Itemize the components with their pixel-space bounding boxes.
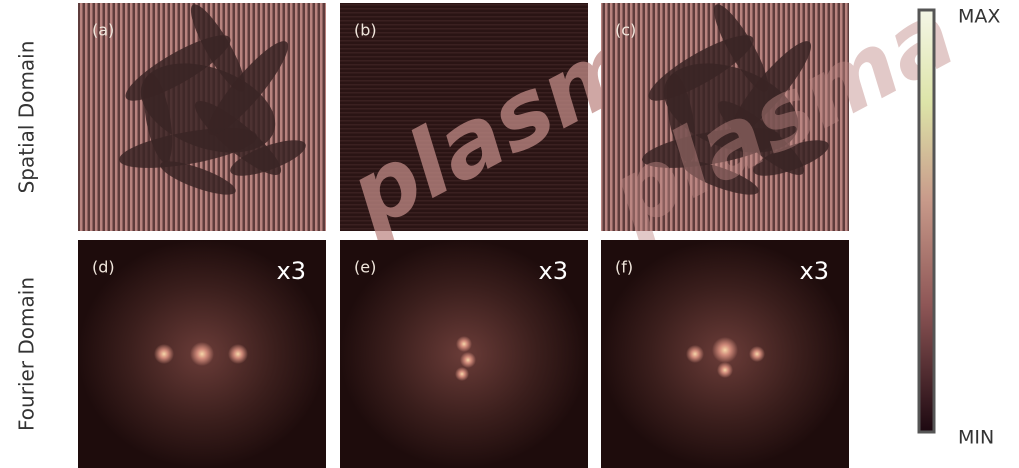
scale-label: x3: [539, 257, 568, 285]
colorbar: [919, 10, 934, 432]
colorbar-max: MAX: [958, 6, 1000, 28]
frequency-peak: [712, 337, 738, 363]
panel-label: (b): [354, 21, 377, 40]
colorbar-min: MIN: [958, 427, 994, 449]
panel: plasma(c): [592, 0, 972, 250]
frequency-peak: [749, 346, 765, 362]
figure: Spatial Domain(a)plasma(b)plasma(c)Fouri…: [0, 0, 1019, 468]
panel: x3 (e): [340, 240, 588, 468]
scale-label: x3: [800, 257, 829, 285]
row-label: Spatial Domain: [15, 41, 39, 194]
frequency-peak: [455, 367, 469, 381]
panel-label: (f): [615, 258, 633, 277]
panel: x3 (d): [78, 240, 326, 468]
panel-label: (c): [615, 21, 636, 40]
panel-label: (a): [92, 21, 114, 40]
frequency-peak: [228, 344, 248, 364]
row-label: Fourier Domain: [15, 277, 39, 431]
panel: (a): [78, 0, 326, 231]
frequency-peak: [190, 342, 214, 366]
panel-label: (e): [354, 258, 376, 277]
frequency-peak: [154, 344, 174, 364]
panel-label: (d): [92, 258, 115, 277]
scale-label: x3: [277, 257, 306, 285]
frequency-peak: [460, 352, 476, 368]
panel: x3 (f): [601, 240, 849, 468]
frequency-peak: [717, 362, 733, 378]
frequency-peak: [456, 336, 472, 352]
frequency-peak: [686, 345, 704, 363]
